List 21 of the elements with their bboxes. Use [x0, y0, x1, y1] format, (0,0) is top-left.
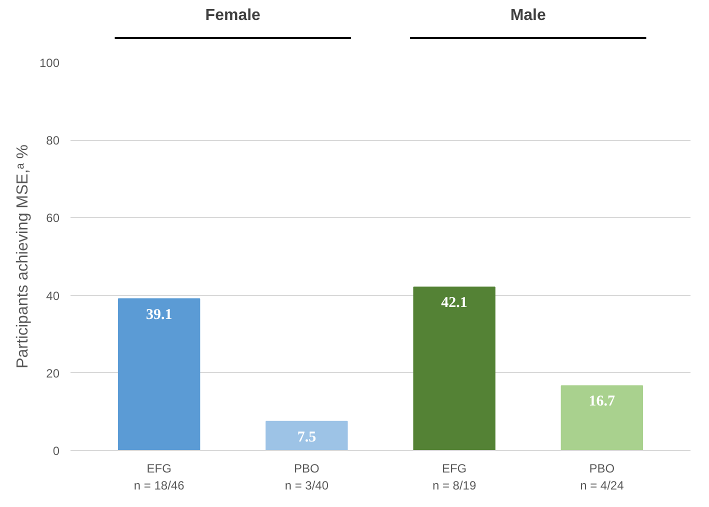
y-tick-label: 100: [39, 56, 60, 70]
x-tick-label: PBO n = 3/40: [284, 462, 329, 492]
y-tick-label: 40: [46, 288, 60, 303]
y-axis-title: Participants achieving MSE,ᵃ %: [14, 144, 32, 368]
x-tick-label: PBO n = 4/24: [580, 462, 624, 492]
y-tick-label: 0: [52, 444, 60, 458]
y-tick-label: 20: [46, 366, 60, 380]
data-label: 39.1: [146, 306, 172, 323]
y-tick-label: 80: [46, 134, 60, 148]
text: Female: [205, 7, 261, 24]
data-label: 7.5: [297, 429, 316, 446]
bar: [413, 286, 496, 450]
bar: [560, 385, 644, 450]
text: Male: [510, 7, 546, 24]
data-label: 16.7: [588, 394, 616, 410]
y-tick-label: 60: [46, 211, 60, 226]
bar: [118, 298, 200, 450]
x-tick-label: EFG n = 8/19: [432, 462, 476, 492]
data-label: 42.1: [441, 295, 468, 312]
x-tick-label: EFG n = 18/46: [134, 462, 185, 492]
bar: [266, 420, 348, 450]
